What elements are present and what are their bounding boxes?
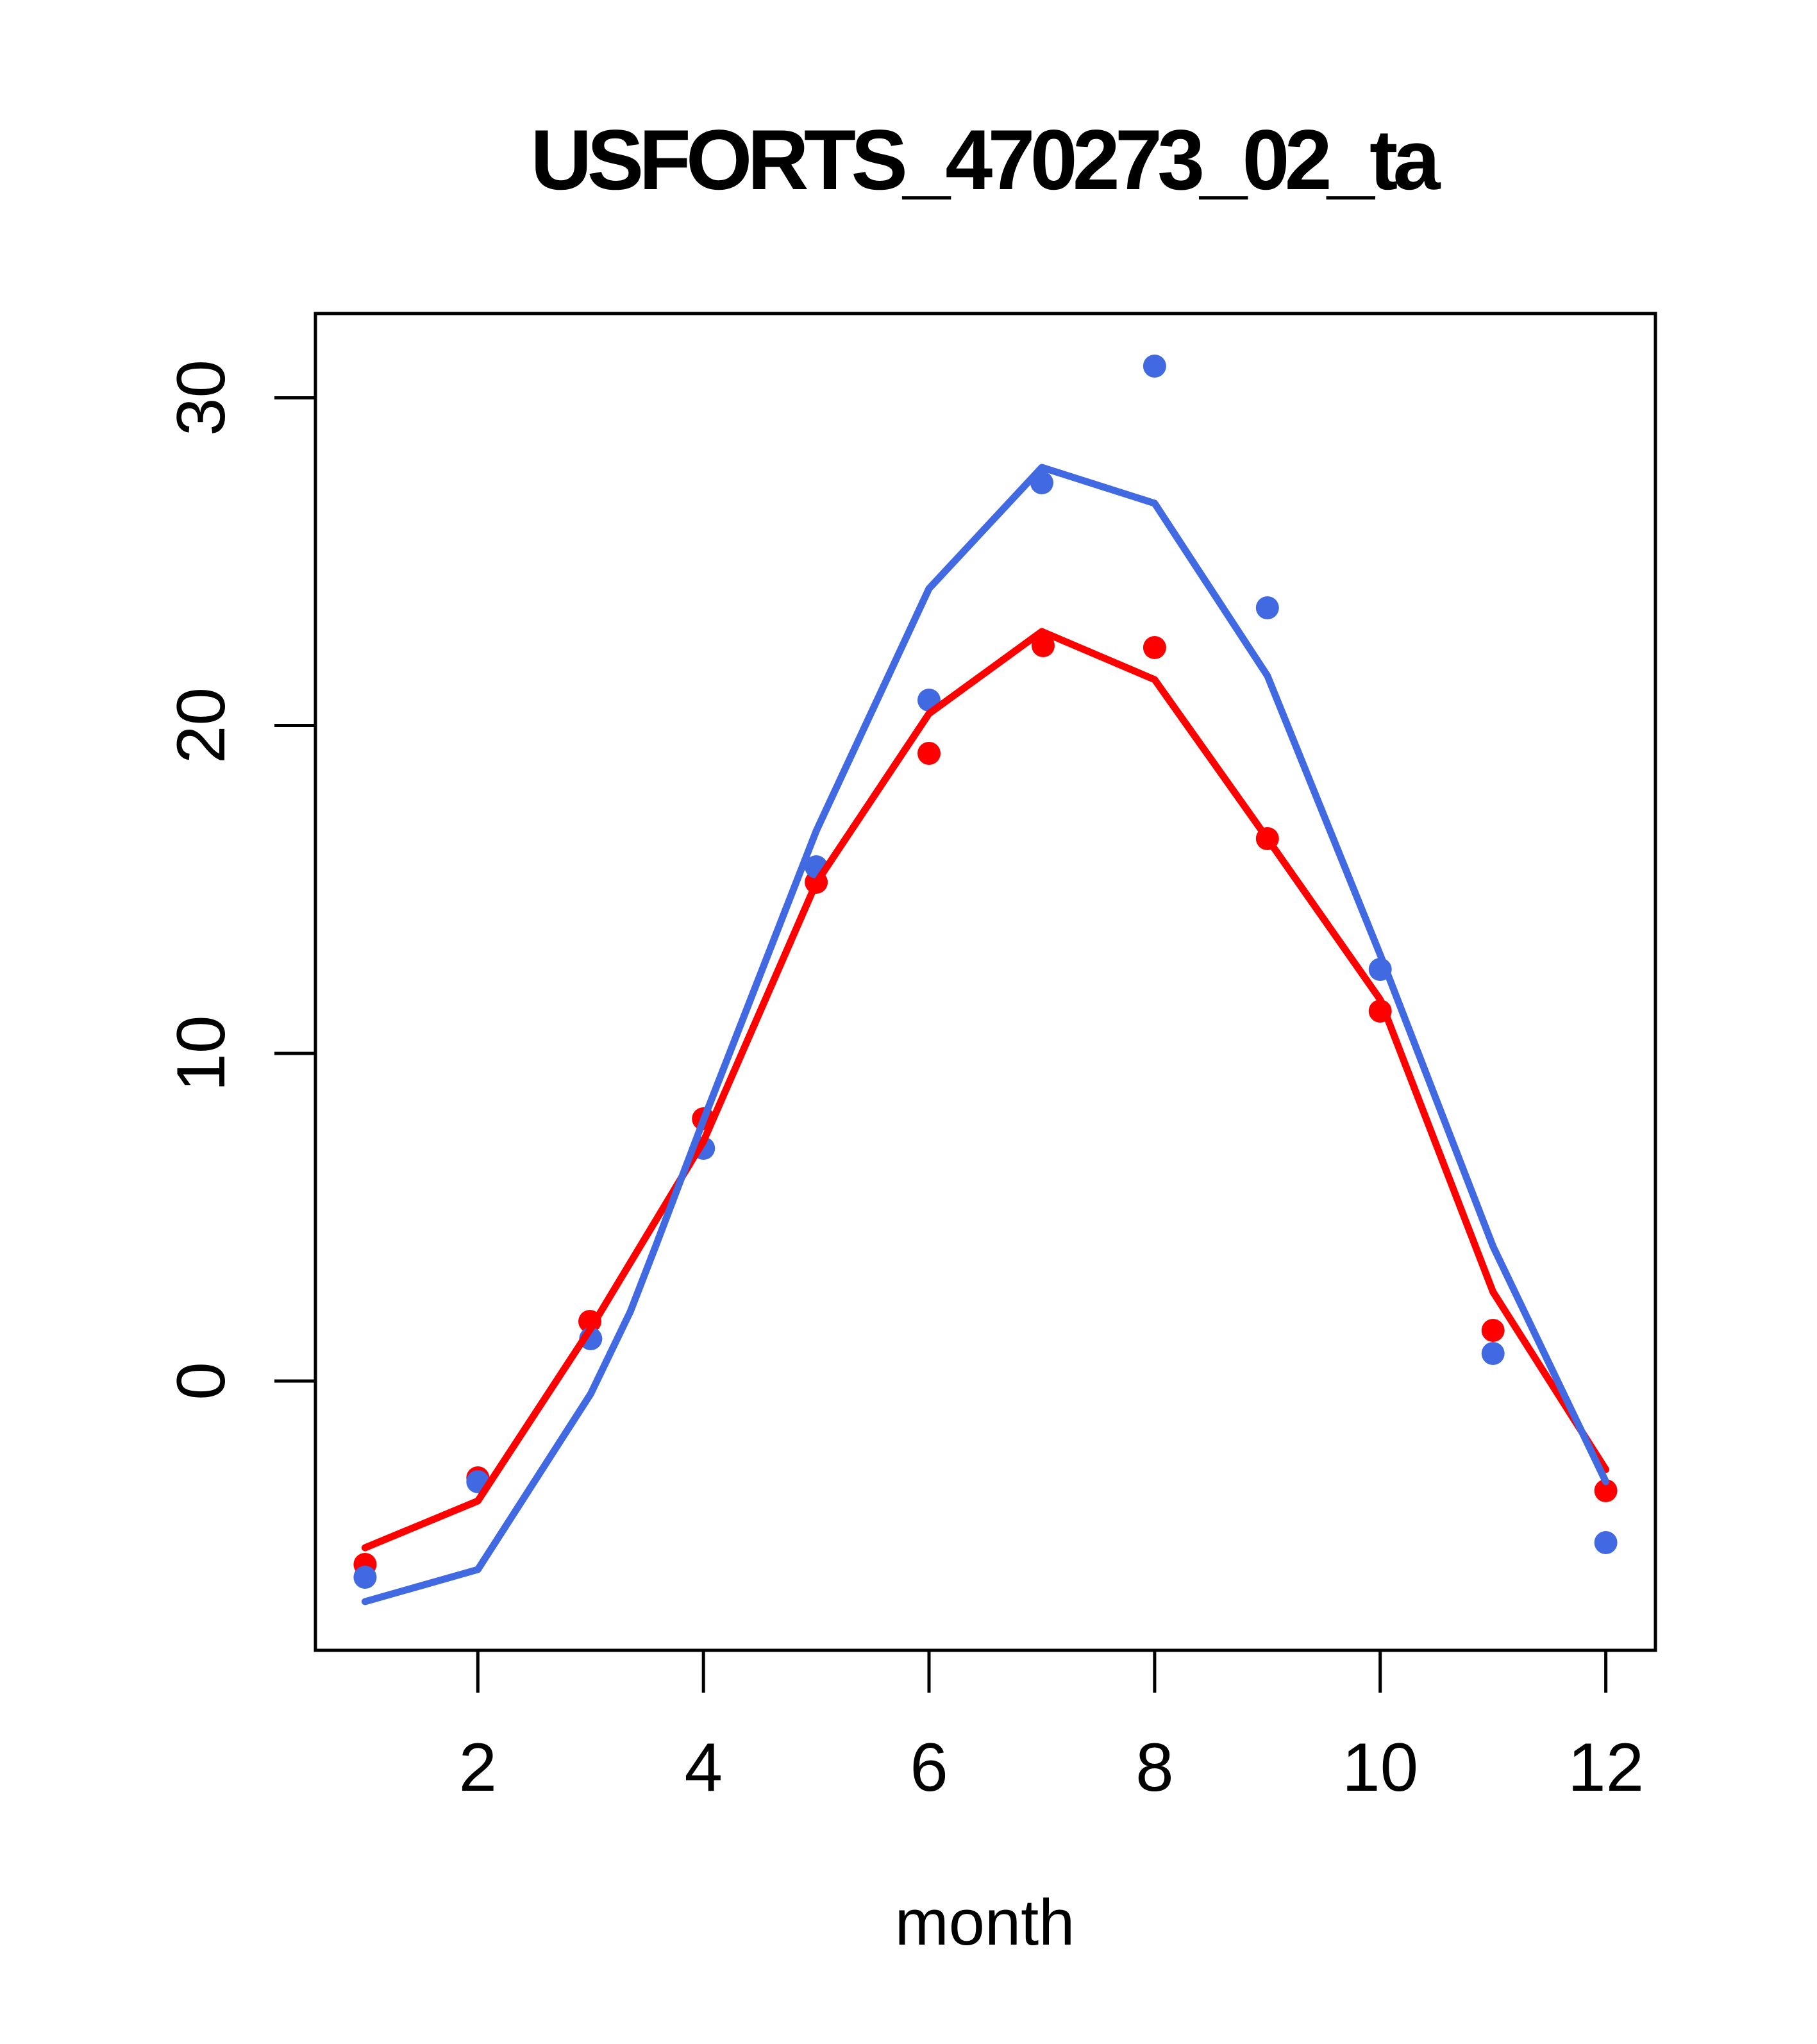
svg-text:12: 12 [1568, 1729, 1644, 1805]
svg-text:USFORTS_470273_02_ta: USFORTS_470273_02_ta [530, 113, 1441, 208]
svg-text:30: 30 [162, 360, 239, 436]
svg-text:8: 8 [1135, 1729, 1174, 1805]
svg-text:10: 10 [162, 1015, 239, 1091]
svg-text:10: 10 [1342, 1729, 1418, 1805]
svg-text:6: 6 [910, 1729, 948, 1805]
svg-text:month: month [895, 1887, 1075, 1959]
svg-text:20: 20 [162, 687, 239, 764]
svg-text:2: 2 [459, 1729, 498, 1805]
svg-text:4: 4 [684, 1729, 723, 1805]
svg-text:0: 0 [162, 1362, 239, 1400]
